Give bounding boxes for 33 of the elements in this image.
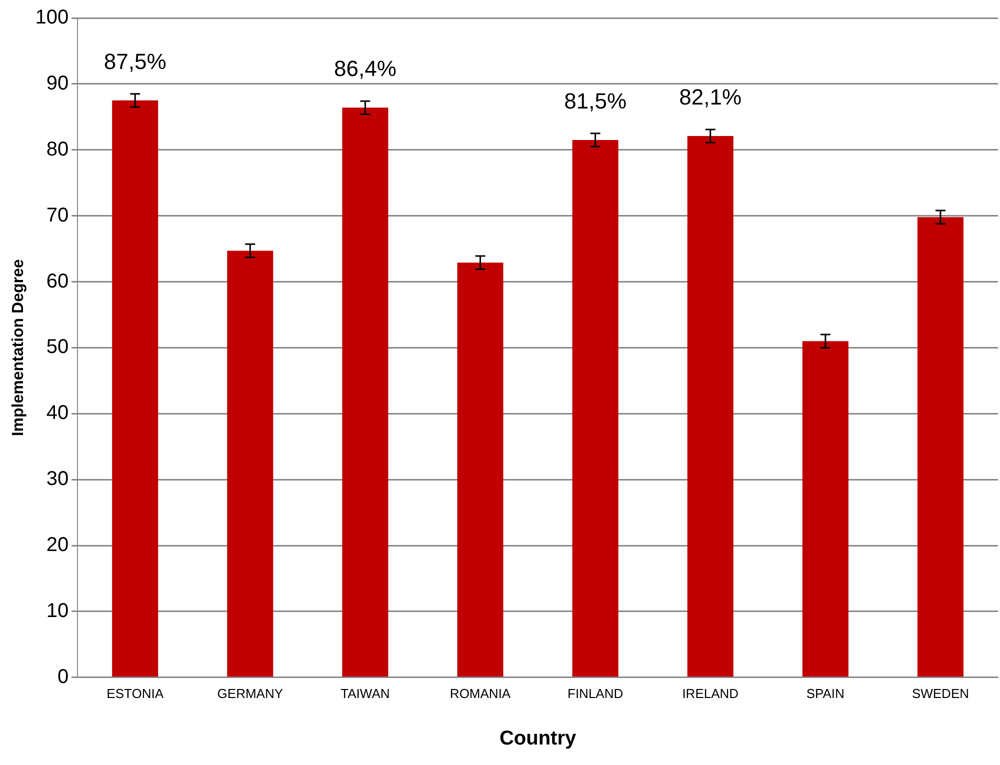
bar	[802, 341, 848, 677]
y-tick-label: 60	[46, 270, 69, 292]
x-tick-label: SWEDEN	[912, 686, 970, 701]
y-tick-label: 100	[35, 6, 69, 29]
x-tick-label: GERMANY	[217, 686, 284, 701]
data-label: 81,5%	[564, 88, 627, 114]
y-tick-label: 10	[46, 600, 69, 622]
bar	[227, 250, 274, 677]
y-tick-label: 50	[46, 336, 69, 358]
y-tick-label: 40	[46, 402, 69, 424]
x-tick-label: IRELAND	[682, 686, 739, 701]
bar	[917, 217, 964, 677]
y-tick-label: 20	[46, 534, 69, 556]
x-tick-label: FINLAND	[568, 686, 624, 701]
x-tick-label: TAIWAN	[340, 686, 390, 701]
bar	[342, 108, 388, 677]
data-label: 87,5%	[104, 48, 166, 74]
bar	[572, 140, 618, 677]
y-axis-title: Implementation Degree	[10, 259, 28, 436]
y-tick-label: 30	[46, 468, 69, 490]
bar	[112, 100, 158, 677]
y-tick-label: 0	[57, 666, 69, 688]
bar	[457, 262, 504, 677]
bar	[687, 136, 734, 677]
data-label: 86,4%	[334, 56, 396, 82]
y-tick-label: 70	[46, 204, 69, 226]
x-tick-label: ROMANIA	[450, 686, 511, 701]
y-tick-label: 80	[46, 138, 69, 160]
x-tick-label: ESTONIA	[106, 686, 164, 701]
y-tick-label: 90	[46, 72, 69, 94]
x-tick-label: SPAIN	[806, 686, 844, 701]
data-label: 82,1%	[679, 84, 742, 110]
x-axis-title: Country	[499, 728, 577, 750]
